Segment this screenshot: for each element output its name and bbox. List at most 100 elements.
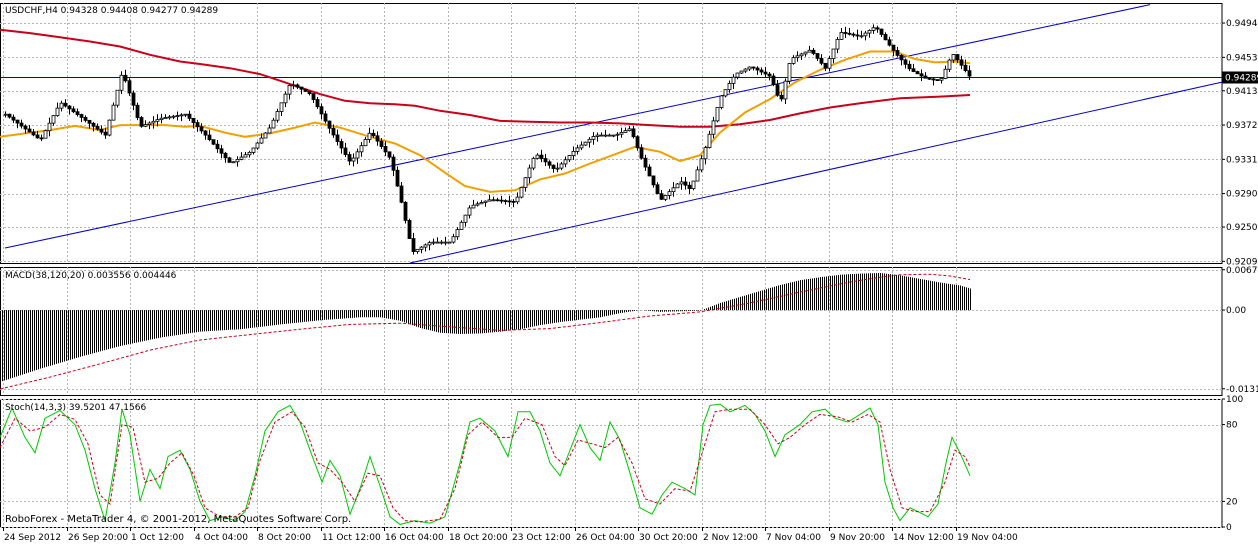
candle[interactable] [928, 78, 931, 80]
candle[interactable] [748, 66, 751, 71]
candle[interactable] [932, 77, 935, 85]
candle[interactable] [652, 176, 655, 188]
candle[interactable] [592, 132, 595, 145]
candle[interactable] [200, 123, 203, 133]
candle[interactable] [244, 152, 247, 158]
candle[interactable] [328, 120, 331, 133]
candle[interactable] [80, 114, 83, 122]
candle[interactable] [248, 151, 251, 158]
candle[interactable] [48, 118, 51, 137]
candle[interactable] [732, 74, 735, 89]
candle[interactable] [400, 182, 403, 203]
candle[interactable] [544, 154, 547, 166]
candle[interactable] [340, 139, 343, 154]
candle[interactable] [600, 133, 603, 137]
candle[interactable] [448, 242, 451, 243]
candle[interactable] [540, 150, 543, 162]
candle[interactable] [196, 120, 199, 132]
candle[interactable] [624, 127, 627, 132]
candle[interactable] [276, 109, 279, 123]
candle[interactable] [772, 73, 775, 86]
candle[interactable] [360, 142, 363, 157]
candle[interactable] [800, 53, 803, 60]
candle[interactable] [816, 53, 819, 61]
candle[interactable] [860, 31, 863, 39]
candle[interactable] [112, 103, 115, 121]
candle[interactable] [120, 71, 123, 94]
candle[interactable] [776, 80, 779, 97]
candle[interactable] [660, 190, 663, 200]
candle[interactable] [784, 78, 787, 103]
candle[interactable] [904, 58, 907, 68]
candle[interactable] [588, 137, 591, 147]
candle[interactable] [60, 101, 63, 112]
candle[interactable] [252, 148, 255, 155]
candle[interactable] [160, 114, 163, 124]
candle[interactable] [752, 66, 755, 70]
candle[interactable] [532, 157, 535, 170]
candle[interactable] [644, 155, 647, 171]
candle[interactable] [916, 71, 919, 74]
candle[interactable] [808, 46, 811, 53]
candle[interactable] [272, 118, 275, 129]
candle[interactable] [256, 142, 259, 150]
candle[interactable] [896, 47, 899, 57]
candle[interactable] [304, 89, 307, 92]
candle[interactable] [8, 114, 11, 119]
candle[interactable] [456, 227, 459, 240]
candle[interactable] [864, 31, 867, 41]
candle[interactable] [812, 48, 815, 55]
candle[interactable] [140, 116, 143, 128]
trendline[interactable] [410, 74, 1258, 263]
candle[interactable] [212, 139, 215, 145]
candle[interactable] [764, 67, 767, 78]
candle[interactable] [728, 81, 731, 93]
candle[interactable] [736, 73, 739, 80]
candle[interactable] [168, 115, 171, 120]
candle[interactable] [912, 64, 915, 72]
candle[interactable] [712, 117, 715, 139]
candle[interactable] [444, 237, 447, 246]
candle[interactable] [220, 145, 223, 159]
candle[interactable] [940, 77, 943, 83]
candle[interactable] [500, 196, 503, 204]
candle[interactable] [648, 164, 651, 176]
candle[interactable] [320, 104, 323, 120]
candle[interactable] [612, 135, 615, 137]
candle[interactable] [564, 156, 567, 167]
candle[interactable] [668, 189, 671, 199]
candle[interactable] [432, 239, 435, 245]
candle[interactable] [848, 28, 851, 36]
candle[interactable] [844, 27, 847, 38]
candle[interactable] [944, 66, 947, 79]
candle[interactable] [508, 196, 511, 207]
candle[interactable] [852, 32, 855, 37]
candle[interactable] [756, 66, 759, 75]
candle[interactable] [100, 126, 103, 135]
candle[interactable] [724, 89, 727, 97]
candle[interactable] [224, 152, 227, 163]
candle[interactable] [216, 140, 219, 153]
candle[interactable] [308, 90, 311, 95]
candle[interactable] [436, 237, 439, 243]
candle[interactable] [868, 29, 871, 37]
candle[interactable] [412, 233, 415, 255]
candle[interactable] [872, 24, 875, 33]
candle[interactable] [656, 182, 659, 194]
macd-panel[interactable] [0, 273, 971, 389]
candle[interactable] [892, 45, 895, 56]
candle[interactable] [888, 37, 891, 47]
candle[interactable] [708, 131, 711, 149]
candle[interactable] [876, 26, 879, 33]
candle[interactable] [608, 134, 611, 137]
candle[interactable] [136, 103, 139, 120]
candle[interactable] [344, 143, 347, 157]
candle[interactable] [548, 160, 551, 168]
candle[interactable] [556, 162, 559, 172]
candle[interactable] [628, 126, 631, 131]
candle[interactable] [840, 28, 843, 40]
candle[interactable] [376, 131, 379, 145]
candle[interactable] [632, 126, 635, 138]
candle[interactable] [364, 137, 367, 146]
candle[interactable] [704, 146, 707, 164]
